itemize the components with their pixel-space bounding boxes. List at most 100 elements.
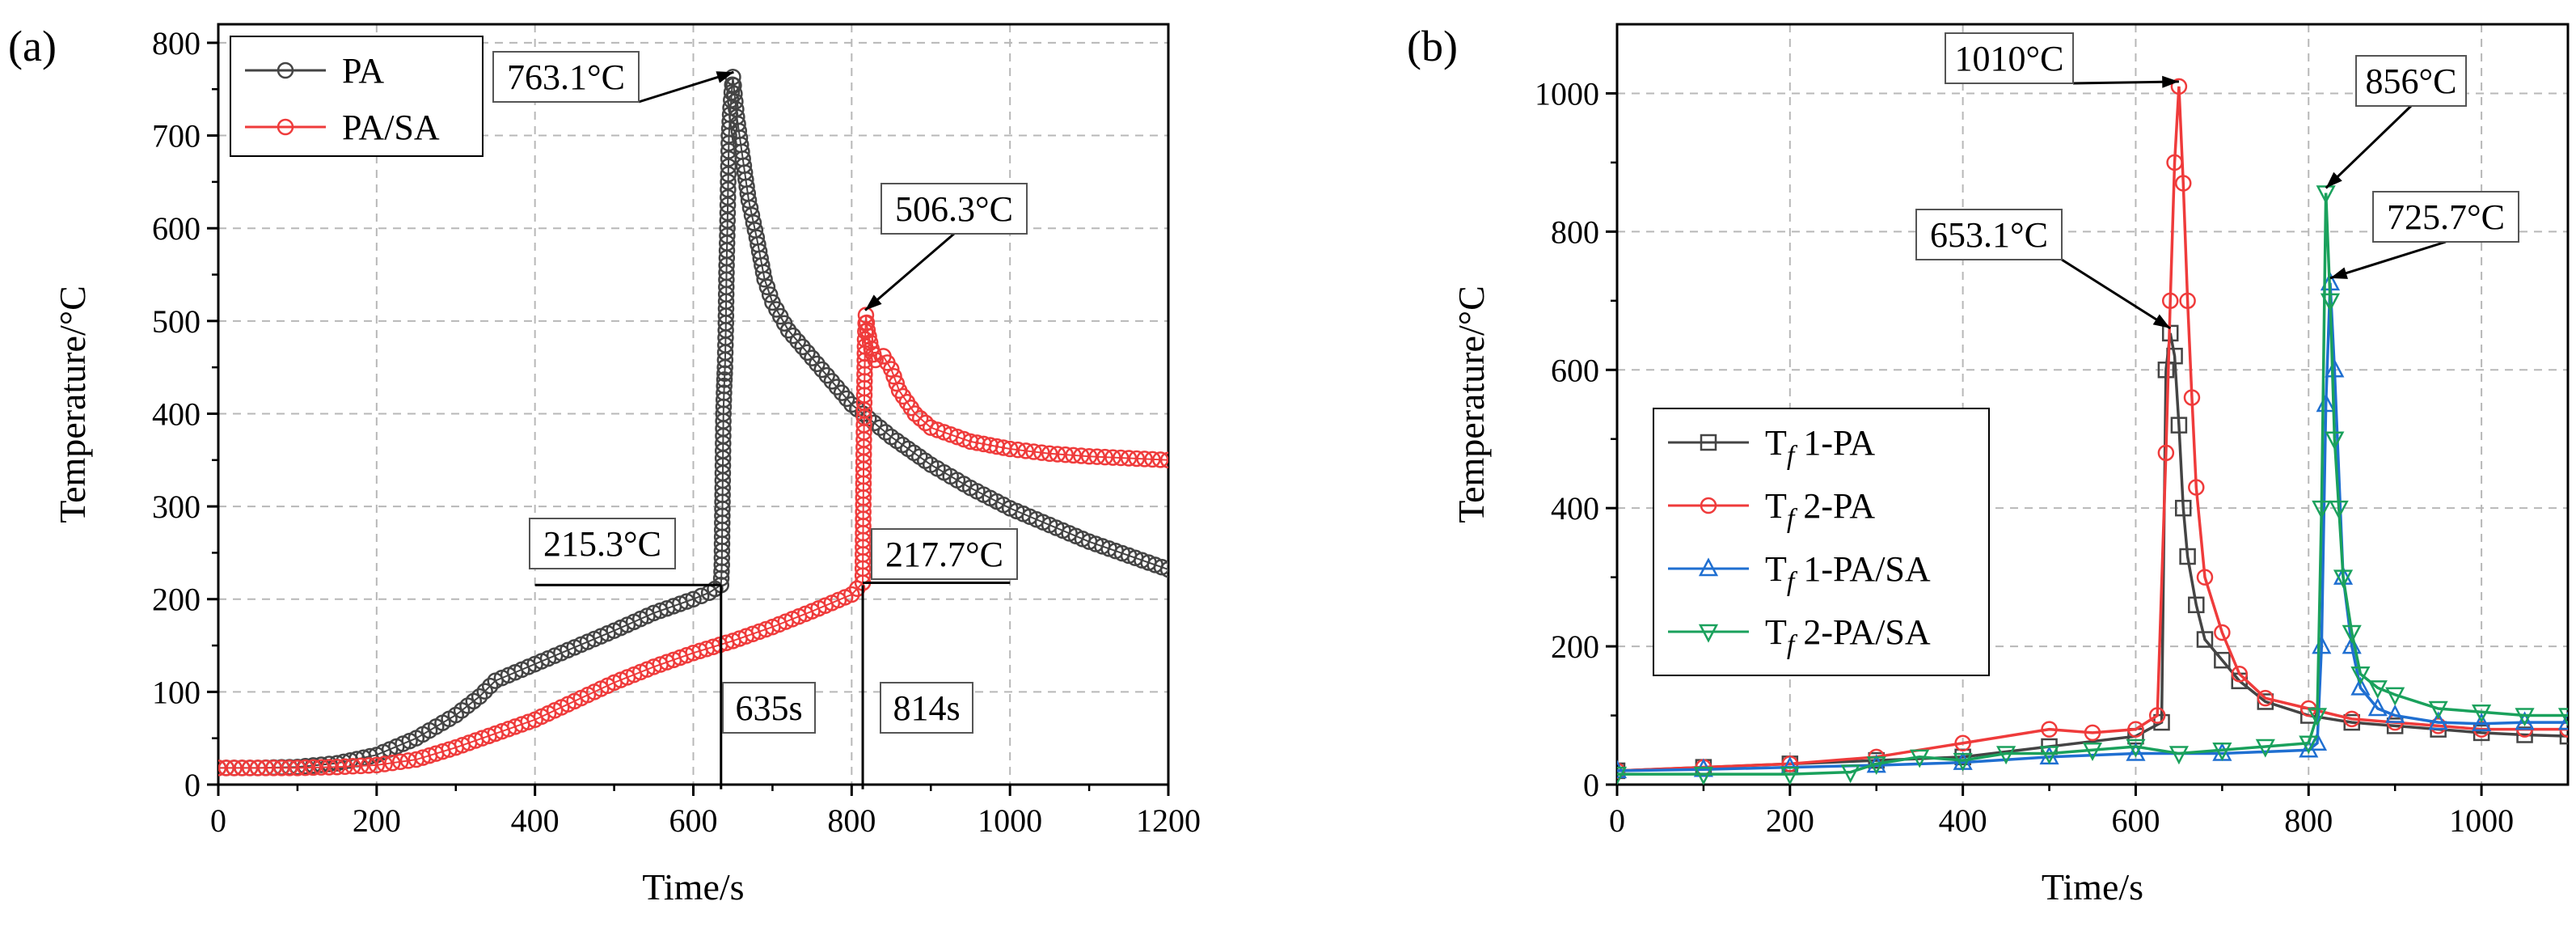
data-point <box>226 760 243 777</box>
legend-item: Tf 1-PA/SA <box>1668 549 1931 597</box>
annotation-arrow <box>2072 80 2179 85</box>
y-tick-label: 1000 <box>1535 75 1599 112</box>
data-point <box>2084 724 2101 742</box>
y-tick-label: 400 <box>152 396 201 432</box>
annotation-label: 763.1°C <box>507 57 625 97</box>
data-point <box>476 683 493 700</box>
data-point <box>2428 700 2448 720</box>
x-tick-label: 600 <box>2111 802 2160 839</box>
data-point <box>2148 707 2166 724</box>
y-tick-label: 100 <box>152 674 201 710</box>
data-point <box>2385 687 2405 706</box>
x-axis-label: Time/s <box>2042 866 2143 908</box>
data-point <box>1088 448 1106 465</box>
data-point <box>2183 389 2201 406</box>
data-point <box>716 371 733 388</box>
panel-b: (b) 0 200 400 600 800 1000 0 200 400 600 800 1000 Tim… <box>1407 22 2570 908</box>
data-point <box>328 758 346 776</box>
data-point <box>289 760 306 777</box>
annotation: 725.7°C <box>2329 191 2519 280</box>
data-point <box>2472 713 2492 732</box>
data-point <box>883 361 900 378</box>
annotation-label: 506.3°C <box>895 189 1013 229</box>
data-point <box>1866 756 1886 776</box>
data-point <box>234 760 251 777</box>
data-point <box>1104 449 1121 466</box>
y-tick-label: 800 <box>1551 214 1599 250</box>
y-tick-label: 0 <box>184 767 201 803</box>
series-line <box>1617 193 2568 776</box>
data-point <box>2299 735 2319 755</box>
data-point <box>305 759 322 777</box>
data-point <box>391 753 409 771</box>
x-axis-label: Time/s <box>642 866 744 908</box>
plot-frame <box>1615 23 2570 786</box>
annotation-box <box>871 528 1018 580</box>
data-point <box>1840 764 1860 784</box>
data-point <box>2039 746 2059 765</box>
x-tick-label: 200 <box>1766 802 1814 839</box>
panel-label: (a) <box>8 22 57 70</box>
legend-item: Tf 2-PA/SA <box>1668 612 1931 660</box>
data-point <box>866 414 883 432</box>
legend-frame <box>230 36 484 157</box>
data-point <box>2516 726 2533 743</box>
data-point <box>2367 680 2388 700</box>
data-point <box>2166 154 2183 171</box>
data-point <box>1025 443 1042 460</box>
data-point <box>2367 697 2388 717</box>
data-point <box>917 414 934 432</box>
data-point <box>2333 569 2354 589</box>
series-pa-sa <box>218 307 1168 777</box>
data-point <box>1017 442 1034 459</box>
y-tick-label: 400 <box>1551 490 1599 527</box>
legend-label-suffix: 2-PA/SA <box>1794 612 1931 652</box>
annotation-arrow <box>2325 104 2413 189</box>
legend-label-main: T <box>1765 486 1787 526</box>
panel-label: (b) <box>1407 22 1458 70</box>
data-point <box>833 384 851 401</box>
annotation-box <box>1945 32 2074 84</box>
data-point <box>2179 292 2196 310</box>
y-tick-label: 800 <box>152 25 201 61</box>
data-point <box>1033 444 1050 461</box>
legend-item: PA/SA <box>245 108 440 147</box>
data-point <box>1096 448 1113 466</box>
data-point <box>789 332 806 350</box>
data-point <box>1120 450 1138 467</box>
legend-label-suffix: 2-PA <box>1794 486 1875 526</box>
data-point <box>838 390 855 408</box>
legend-label: PA/SA <box>342 108 440 147</box>
data-point <box>320 759 338 776</box>
data-point <box>2515 711 2535 730</box>
data-point <box>2214 651 2231 669</box>
annotation-box <box>1915 209 2063 260</box>
data-point <box>1151 451 1168 468</box>
annotation-box <box>492 51 640 103</box>
data-point <box>2307 708 2328 727</box>
data-point <box>2157 362 2175 379</box>
data-point <box>1780 766 1800 785</box>
data-point <box>799 344 816 362</box>
legend-item: PA <box>245 51 384 91</box>
data-point <box>823 373 841 390</box>
data-point <box>818 366 835 384</box>
data-point <box>2557 708 2568 727</box>
data-point <box>471 688 488 705</box>
x-tick-label: 1200 <box>1136 802 1201 839</box>
data-point <box>877 424 894 441</box>
data-point <box>2350 667 2371 685</box>
data-point <box>2161 292 2179 310</box>
x-tick-label: 400 <box>1939 802 1987 839</box>
annotation: 215.3°C <box>529 518 721 586</box>
data-point <box>218 760 227 777</box>
series-line <box>1617 86 2568 772</box>
x-tick-label: 600 <box>669 802 718 839</box>
annotation-box <box>722 682 816 734</box>
legend-marker <box>1698 557 1719 577</box>
data-point <box>685 590 702 607</box>
data-point <box>2082 743 2103 761</box>
annotation-label: 856°C <box>2366 61 2457 101</box>
data-point <box>716 377 733 395</box>
